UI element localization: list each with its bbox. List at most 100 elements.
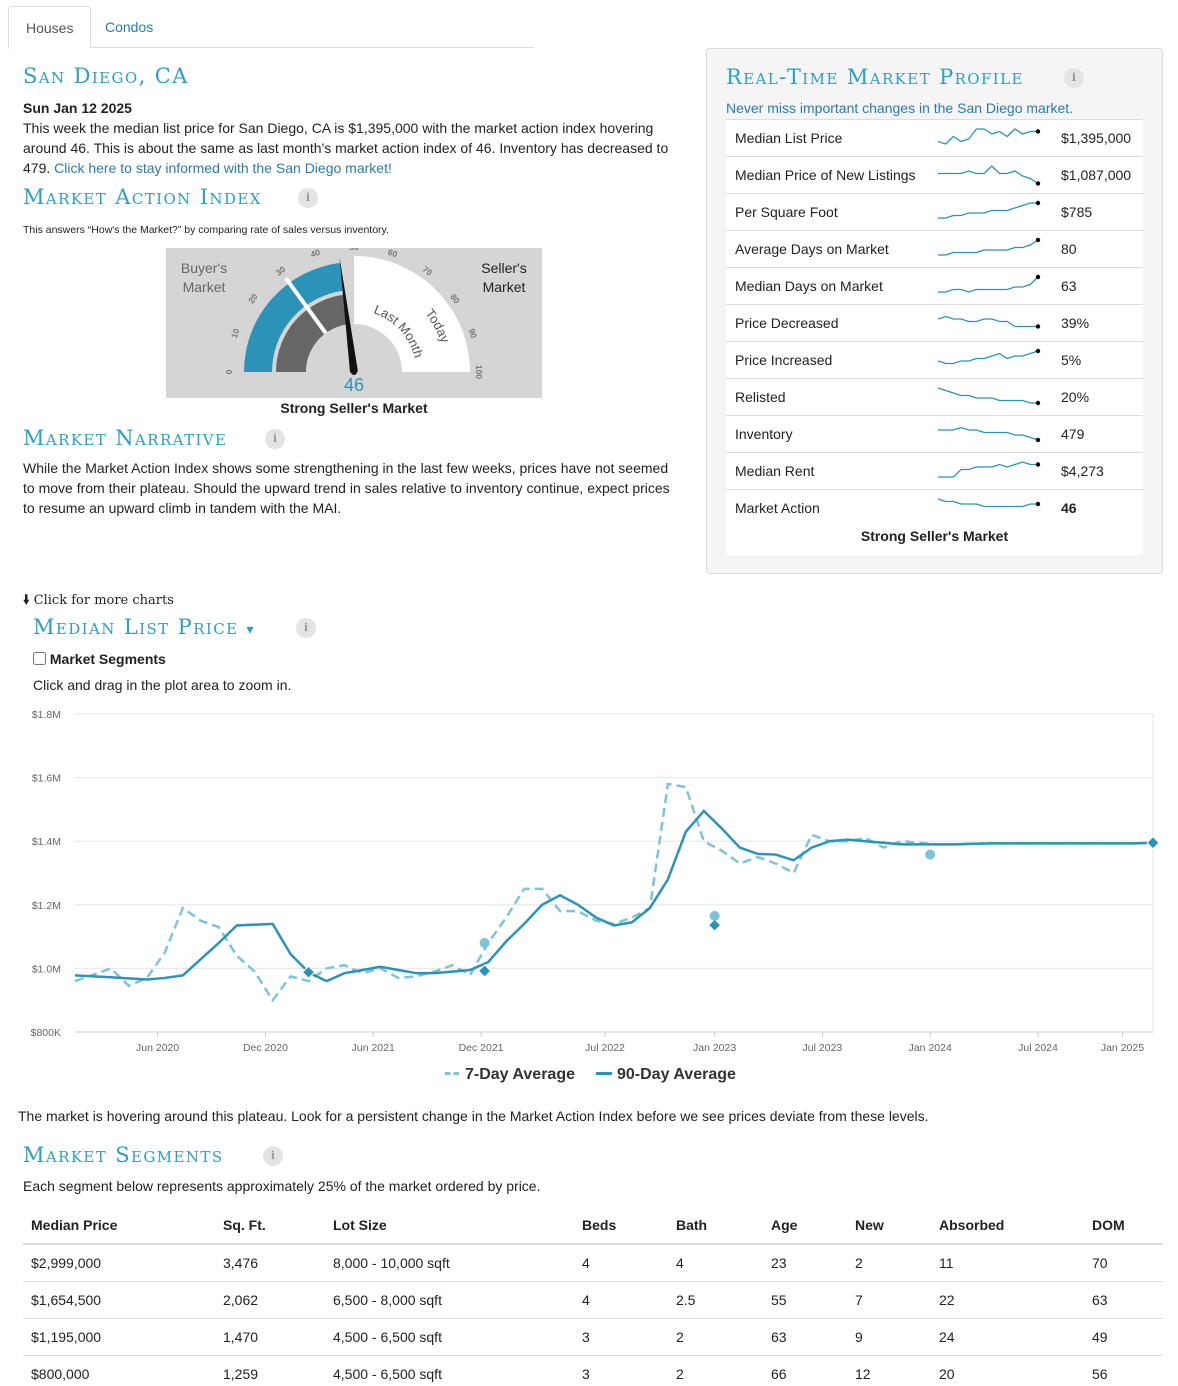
table-cell: 2 [847,1244,931,1282]
diamond-marker[interactable] [301,965,316,979]
profile-row-label: Market Action [735,500,820,516]
zoom-hint: Click and drag in the plot area to zoom … [33,677,292,693]
table-cell: 1,259 [215,1355,325,1386]
sparkline-path [938,426,1039,441]
chart-title-dropdown[interactable]: Median List Price ▾ [33,615,255,639]
diamond-marker[interactable] [477,964,492,978]
profile-row-value: 39% [1061,315,1090,331]
profile-row[interactable]: Median List Price $1,395,000 [726,119,1143,156]
legend-90day-label: 90-Day Average [617,1066,736,1083]
mai-info-icon[interactable]: i [298,188,318,208]
table-cell: 3,476 [215,1244,325,1282]
table-cell: $1,654,500 [23,1281,215,1319]
sparkline-endpoint [1035,437,1041,443]
caret-down-icon: ▾ [246,622,255,638]
gauge-value: 46 [344,375,364,395]
profile-row-label: Per Square Foot [735,204,838,220]
sparkline-path [938,498,1038,508]
table-cell: 4,500 - 6,500 sqft [325,1318,574,1356]
diamond-marker[interactable] [707,918,722,932]
sparkline-path [938,239,1039,256]
gauge-needle [339,256,358,373]
sparkline-path [938,350,1039,365]
legend-7day[interactable]: 7-Day Average [445,1066,575,1084]
profile-title: Real-Time Market Profile [726,65,1024,89]
stay-informed-link[interactable]: Click here to stay informed with the San… [54,160,392,176]
profile-row[interactable]: Price Decreased 39% [726,304,1143,341]
table-cell: 70 [1084,1244,1163,1282]
profile-row[interactable]: Median Price of New Listings $1,087,000 [726,156,1143,193]
gauge-status: Strong Seller's Market [280,400,428,416]
sparkline-endpoint [1035,237,1041,243]
x-tick-label: Jul 2024 [1018,1042,1058,1054]
profile-row-value: 80 [1061,241,1077,257]
more-charts-toggle[interactable]: 🠛 Click for more charts [23,591,174,611]
sparkline [938,200,1041,219]
tab-condos[interactable]: Condos [105,19,154,35]
gauge-needle-hub [351,369,357,375]
sparkline [938,426,1041,443]
segments-column-header: Age [763,1206,847,1245]
gauge-sellers-line2: Market [483,279,526,295]
circle-marker[interactable] [479,937,490,948]
segments-checkbox[interactable] [33,652,46,665]
profile-row[interactable]: Relisted 20% [726,378,1143,415]
table-cell: 66 [763,1355,847,1386]
profile-row-label: Average Days on Market [735,241,889,257]
table-cell: 3 [574,1318,668,1356]
profile-row[interactable]: Market Action 46 [726,489,1143,526]
diamond-marker[interactable] [1146,836,1160,850]
gauge-tick-label: 10 [229,327,242,339]
table-row: $1,195,000 1,470 4,500 - 6,500 sqft 3 2 63 9 24… [23,1318,1163,1356]
sparkline-path [938,276,1039,293]
tab-houses[interactable]: Houses [8,6,92,49]
sparkline-path [938,461,1038,478]
circle-marker[interactable] [709,910,720,921]
circle-marker[interactable] [925,849,936,860]
sparkline-path [938,202,1038,219]
sparkline-path [938,165,1039,185]
chart-title: Median List Price [33,615,239,639]
x-tick-label: Jan 2024 [909,1042,952,1054]
table-cell: 2 [668,1355,763,1386]
profile-info-icon[interactable]: i [1064,68,1084,88]
x-tick-label: Jun 2020 [136,1042,179,1054]
profile-row-label: Median List Price [735,130,843,146]
narrative-info-icon[interactable]: i [265,429,285,449]
gauge-today-arc [244,262,344,372]
sparkline-endpoint [1035,129,1041,134]
profile-row[interactable]: Median Days on Market 63 [726,267,1143,304]
profile-row-label: Price Increased [735,352,833,368]
profile-row[interactable]: Per Square Foot $785 [726,193,1143,230]
segments-info-icon[interactable]: i [263,1146,283,1166]
segments-column-header: Beds [574,1206,668,1245]
profile-row[interactable]: Median Rent $4,273 [726,452,1143,489]
sparkline [938,348,1041,365]
table-cell: 63 [763,1318,847,1356]
x-tick-label: Jul 2023 [803,1042,843,1054]
sparkline [938,461,1041,478]
mai-gauge: Buyer's Market Seller's Market 010203040… [166,248,542,398]
sparkline-endpoint [1035,324,1041,329]
legend-90day[interactable]: 90-Day Average [596,1066,736,1084]
legend-7day-label: 7-Day Average [465,1066,575,1083]
x-tick-label: Jun 2021 [352,1042,395,1054]
series-90day-line [74,809,1154,983]
segments-title: Market Segments [23,1143,224,1167]
gauge-lastmonth-arc [276,294,348,372]
median-list-price-chart[interactable]: $800K $1.0M $1.2M $1.4M $1.6M $1.8M Jun 2020 De… [18,702,1163,1062]
gauge-tick-label: 40 [309,248,321,259]
series-7day-line [74,782,1154,1003]
y-tick-label: $1.6M [32,773,61,785]
property-type-tabs: Houses Condos [8,6,534,49]
profile-row[interactable]: Average Days on Market 80 [726,230,1143,267]
profile-row-label: Inventory [735,426,793,442]
profile-row[interactable]: Inventory 479 [726,415,1143,452]
profile-row[interactable]: Price Increased 5% [726,341,1143,378]
city-title: San Diego, CA [23,64,189,88]
chart-info-icon[interactable]: i [296,618,316,638]
table-row: $800,000 1,259 4,500 - 6,500 sqft 3 2 66 12 20 5… [23,1355,1163,1386]
table-cell: 2 [668,1318,763,1356]
profile-subtitle-link[interactable]: Never miss important changes in the San … [726,100,1074,116]
table-cell: $2,999,000 [23,1244,215,1282]
